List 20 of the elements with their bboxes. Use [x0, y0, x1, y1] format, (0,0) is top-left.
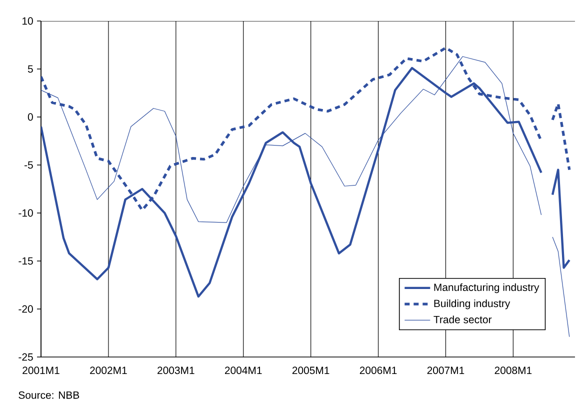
- y-tick-label: 10: [22, 17, 33, 25]
- y-tick-label: -25: [18, 353, 33, 361]
- x-tick-label: 2008M1: [494, 366, 532, 374]
- x-tick-label: 2007M1: [427, 366, 464, 374]
- y-tick-label: 0: [28, 113, 33, 121]
- source-note: Source: NBB: [18, 391, 80, 399]
- y-tick-label: -15: [18, 257, 33, 265]
- x-tick-label: 2001M1: [22, 366, 60, 374]
- y-tick-label: -10: [18, 209, 33, 217]
- y-tick-label: 5: [28, 65, 33, 73]
- x-tick-label: 2004M1: [224, 366, 262, 374]
- y-tick-label: -20: [18, 305, 33, 313]
- legend-label: Trade sector: [434, 316, 492, 324]
- x-tick-label: 2002M1: [90, 366, 127, 374]
- x-tick-label: 2003M1: [158, 366, 194, 374]
- x-tick-label: 2005M1: [292, 366, 330, 374]
- x-tick-label: 2006M1: [360, 366, 397, 374]
- legend-label: Building industry: [434, 299, 510, 310]
- legend-label: Manufacturing industry: [434, 283, 540, 294]
- y-tick-label: -5: [24, 161, 33, 169]
